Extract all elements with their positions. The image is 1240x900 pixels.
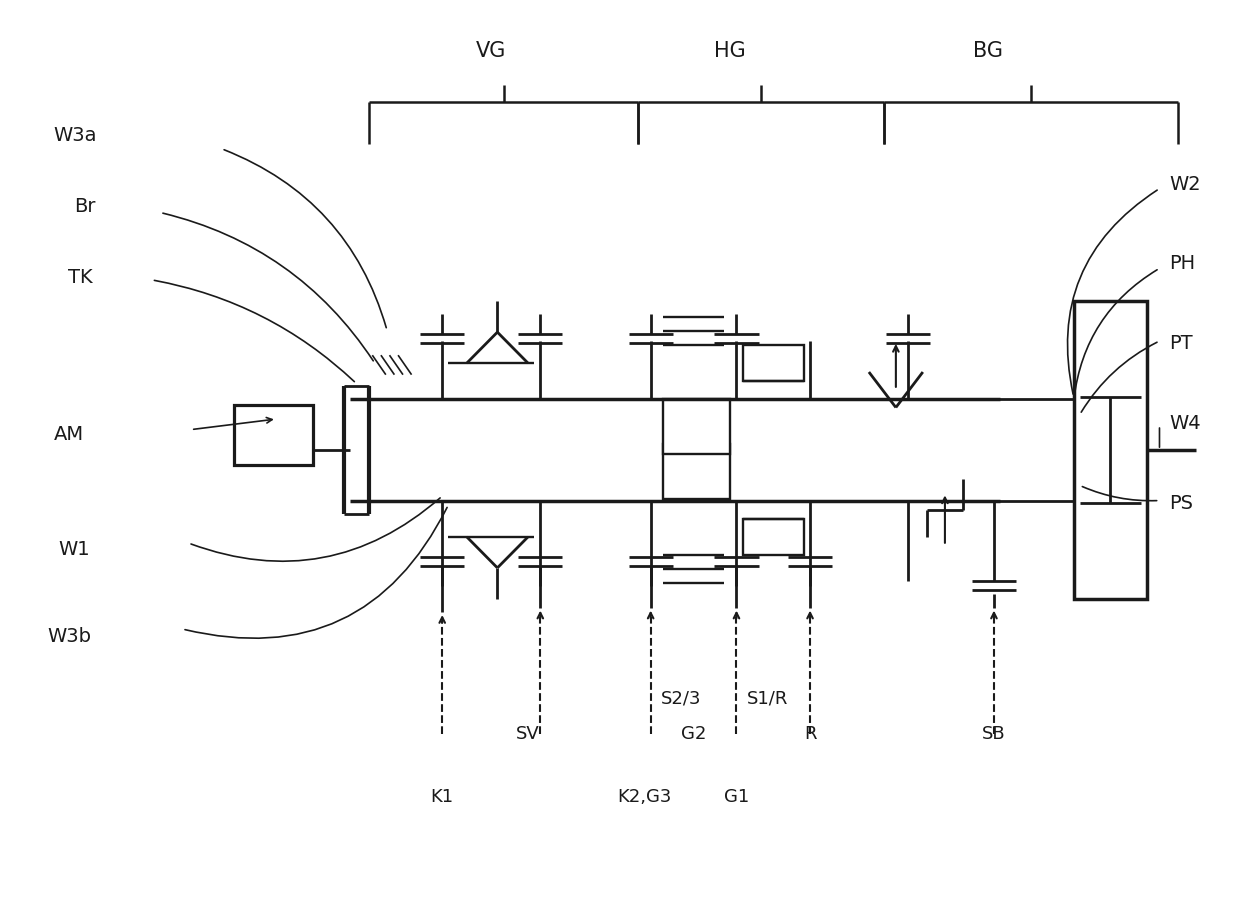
Bar [663, 400, 730, 454]
Text: VG: VG [476, 41, 506, 61]
Text: PT: PT [1169, 334, 1193, 353]
Text: W3b: W3b [47, 626, 92, 645]
Text: W3a: W3a [53, 126, 97, 145]
Bar [234, 405, 314, 465]
Text: W4: W4 [1169, 414, 1200, 433]
Text: S2/3: S2/3 [661, 689, 702, 707]
Text: K2,G3: K2,G3 [618, 788, 672, 806]
Text: G1: G1 [724, 788, 749, 806]
Text: W2: W2 [1169, 175, 1200, 194]
Text: PS: PS [1169, 494, 1193, 513]
Text: G2: G2 [681, 724, 707, 742]
Text: AM: AM [53, 426, 83, 445]
Text: S1/R: S1/R [746, 689, 787, 707]
Text: TK: TK [68, 267, 93, 287]
Text: SB: SB [982, 724, 1006, 742]
Text: BG: BG [973, 41, 1003, 61]
Text: W1: W1 [58, 540, 91, 559]
Text: K1: K1 [430, 788, 454, 806]
Bar [1074, 302, 1147, 598]
Bar [743, 346, 804, 381]
Text: SV: SV [516, 724, 539, 742]
Bar [743, 519, 804, 554]
Text: R: R [804, 724, 816, 742]
Text: HG: HG [714, 41, 746, 61]
Text: Br: Br [74, 197, 95, 216]
Text: PH: PH [1169, 255, 1195, 274]
Bar [663, 444, 730, 499]
